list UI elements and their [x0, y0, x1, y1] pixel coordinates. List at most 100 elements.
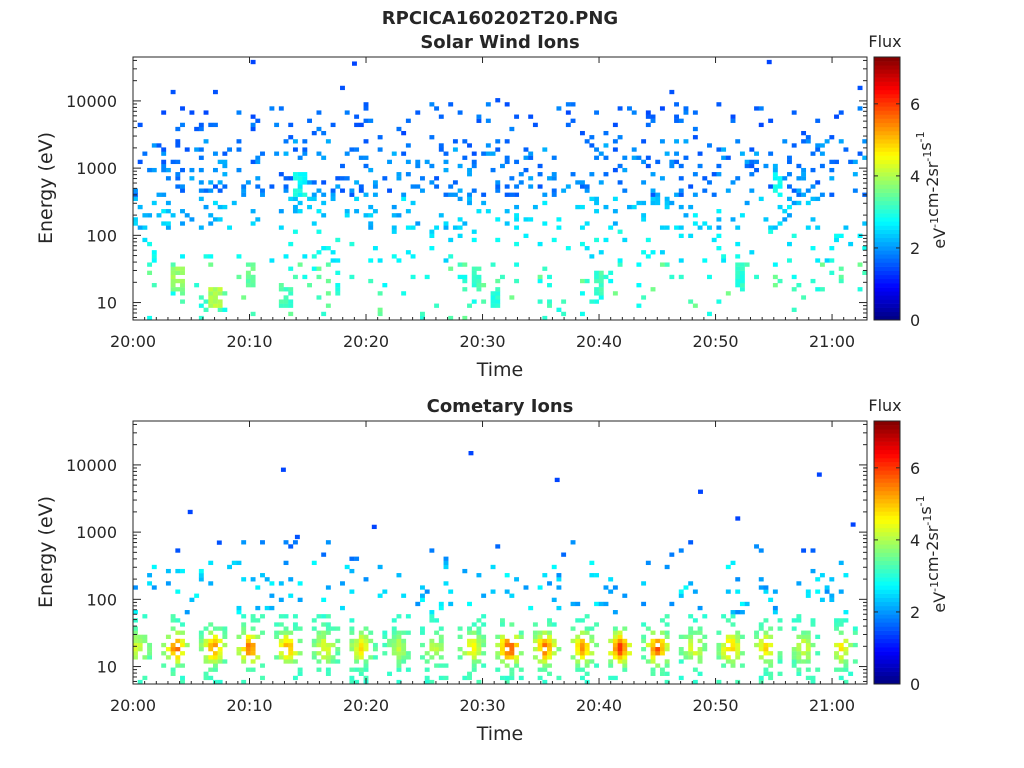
colorbar-segment [874, 593, 900, 598]
heatmap-cell [297, 172, 303, 177]
heatmap-cell [683, 155, 689, 160]
heatmap-cell [302, 176, 308, 181]
heatmap-cell [467, 626, 472, 631]
heatmap-cell [325, 655, 331, 660]
heatmap-cell [363, 192, 369, 197]
heatmap-cell [438, 642, 444, 648]
heatmap-cell [777, 651, 783, 656]
heatmap-cell [443, 663, 449, 668]
heatmap-cell [537, 585, 543, 590]
heatmap-cell [434, 176, 440, 181]
heatmap-cell [151, 254, 157, 259]
heatmap-cell [142, 675, 148, 681]
heatmap-cell [777, 204, 783, 210]
heatmap-cell [250, 667, 256, 672]
heatmap-cell [340, 581, 345, 586]
heatmap-cell [429, 638, 435, 644]
heatmap-cell [504, 651, 510, 656]
heatmap-cell [500, 642, 505, 648]
heatmap-cell [509, 192, 515, 197]
heatmap-cell [212, 634, 218, 639]
heatmap-cell [716, 299, 722, 304]
heatmap-cell [791, 233, 797, 239]
heatmap-cell [504, 638, 510, 644]
heatmap-cell [490, 151, 496, 156]
heatmap-cell [481, 593, 487, 598]
heatmap-cell [438, 601, 444, 607]
heatmap-cell [321, 130, 327, 136]
heatmap-cell [650, 287, 656, 292]
heatmap-cell [485, 102, 491, 107]
heatmap-cell [429, 135, 435, 140]
heatmap-cell [161, 651, 167, 656]
heatmap-cell [165, 655, 171, 660]
heatmap-cell [175, 287, 181, 292]
heatmap-cell [579, 651, 585, 656]
heatmap-cell [133, 642, 138, 648]
heatmap-cell [603, 237, 609, 243]
heatmap-cell [161, 110, 167, 115]
heatmap-cell [570, 655, 576, 660]
heatmap-cell [551, 188, 557, 193]
heatmap-cell [330, 250, 336, 255]
heatmap-cell [641, 295, 647, 300]
heatmap-cell [382, 283, 388, 288]
colorbar-segment [874, 457, 900, 463]
heatmap-cell [429, 618, 435, 623]
heatmap-cell [664, 151, 670, 156]
heatmap-cell [180, 622, 185, 627]
colorbar-segment [874, 209, 900, 214]
heatmap-cell [655, 663, 661, 668]
heatmap-cell [659, 225, 665, 230]
heatmap-cell [438, 147, 444, 152]
heatmap-cell [443, 258, 449, 263]
heatmap-cell [133, 638, 138, 644]
heatmap-cell [598, 250, 604, 255]
heatmap-cell [697, 225, 703, 230]
heatmap-cell [424, 274, 430, 280]
heatmap-cell [565, 110, 571, 115]
heatmap-cell [316, 274, 322, 280]
heatmap-cell [184, 213, 190, 218]
heatmap-cell [598, 287, 604, 292]
heatmap-cell [283, 634, 289, 639]
heatmap-cell [782, 209, 788, 214]
heatmap-cell [396, 679, 402, 685]
heatmap-cell [212, 122, 218, 128]
heatmap-cell [297, 597, 303, 603]
heatmap-cell [730, 114, 736, 119]
heatmap-cell [805, 675, 811, 681]
heatmap-cell [452, 139, 458, 144]
heatmap-cell [349, 147, 355, 152]
heatmap-cell [631, 147, 637, 152]
heatmap-cell [834, 651, 839, 656]
x-tick-label: 20:20 [343, 696, 389, 715]
heatmap-cell [504, 209, 510, 214]
heatmap-cell [777, 626, 783, 631]
heatmap-cell [161, 642, 167, 648]
heatmap-cell [852, 659, 858, 664]
heatmap-cell [340, 163, 345, 169]
colorbar-segment [874, 577, 900, 582]
heatmap-cell [763, 642, 769, 648]
heatmap-cell [683, 106, 689, 111]
heatmap-cell [255, 634, 261, 639]
heatmap-cell [725, 655, 731, 660]
heatmap-cell [730, 647, 736, 652]
heatmap-cell [443, 675, 449, 681]
heatmap-cell [758, 577, 764, 582]
heatmap-cell [222, 626, 228, 631]
heatmap-cell [758, 626, 764, 631]
heatmap-cell [678, 589, 684, 594]
heatmap-cell [777, 180, 783, 185]
heatmap-cell [805, 634, 811, 639]
heatmap-cell [241, 184, 247, 189]
heatmap-cell [608, 589, 614, 594]
heatmap-cell [382, 651, 388, 656]
heatmap-cell [377, 147, 383, 152]
heatmap-cell [805, 667, 811, 672]
heatmap-cell [133, 634, 138, 639]
heatmap-cell [198, 568, 204, 574]
colorbar-segment [874, 233, 900, 239]
heatmap-cell [396, 667, 402, 672]
